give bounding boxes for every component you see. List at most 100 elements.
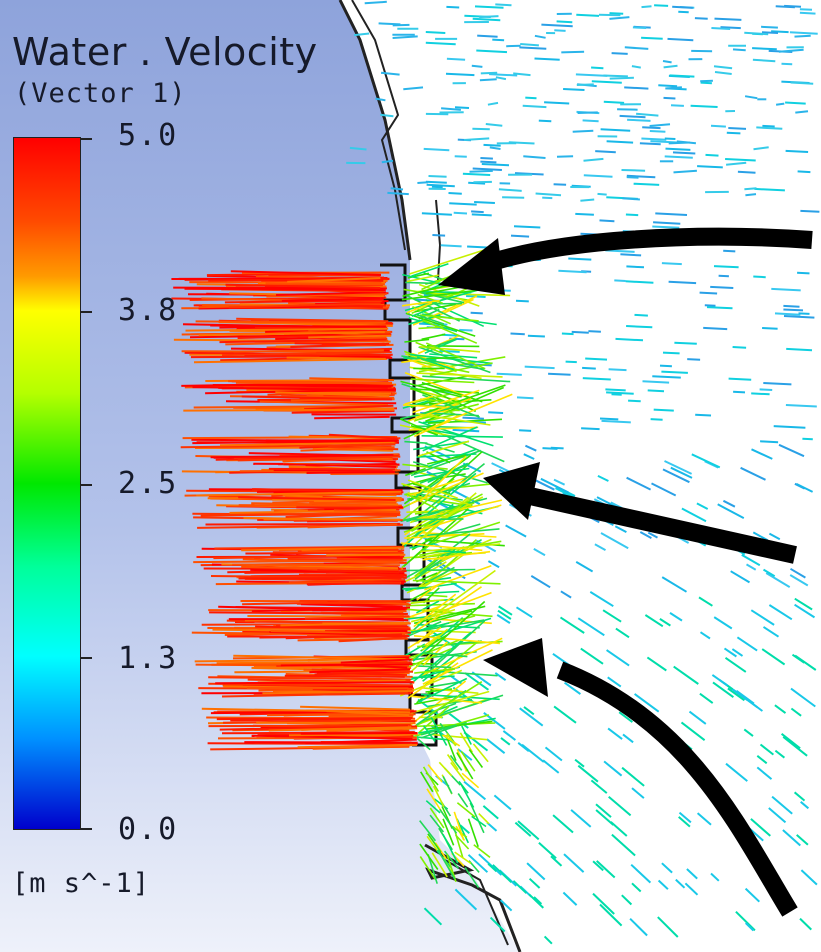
flow-vector — [614, 279, 626, 282]
flow-vector — [782, 736, 808, 757]
flow-vector — [632, 26, 647, 29]
flow-vector — [672, 151, 696, 155]
flow-vector — [744, 95, 758, 100]
flow-vector — [428, 733, 488, 741]
flow-vector — [544, 101, 570, 105]
flow-vector — [626, 265, 645, 269]
flow-vector — [429, 680, 462, 688]
flow-vector — [418, 705, 450, 734]
flow-vector — [470, 311, 483, 315]
flow-vector — [794, 654, 817, 671]
velocity-jet — [309, 668, 411, 674]
velocity-jet — [266, 293, 387, 298]
flow-vector — [404, 648, 452, 670]
flow-vector — [625, 213, 639, 217]
flow-vector — [620, 253, 642, 257]
flow-vector — [641, 137, 667, 141]
flow-vector — [489, 73, 518, 77]
flow-vector — [375, 97, 386, 102]
flow-vector — [463, 780, 487, 801]
flow-vector — [774, 704, 787, 714]
flow-vector — [750, 609, 775, 626]
flow-vector — [419, 608, 456, 622]
flow-vector — [458, 780, 469, 794]
wall-boundary — [338, 0, 412, 261]
flow-vector — [698, 596, 713, 607]
flow-vector — [471, 210, 484, 214]
flow-vector — [502, 196, 525, 199]
flow-vector — [562, 891, 578, 906]
flow-vector — [605, 388, 626, 392]
flow-vector — [412, 389, 480, 414]
flow-vector — [472, 127, 490, 131]
velocity-jet — [251, 734, 413, 740]
velocity-jet — [253, 665, 411, 669]
flow-vector — [409, 353, 493, 365]
flow-vector — [454, 888, 478, 911]
velocity-jet — [238, 504, 395, 508]
flow-vector — [449, 202, 477, 206]
flow-vector — [763, 382, 792, 386]
flow-vector — [548, 372, 571, 376]
flow-vector — [512, 880, 528, 894]
flow-vector — [401, 358, 422, 364]
velocity-jet — [180, 443, 396, 449]
flow-vector — [600, 532, 629, 550]
flow-vector — [482, 805, 499, 820]
velocity-jet — [287, 277, 381, 283]
flow-vector — [426, 835, 438, 851]
flow-vector — [597, 192, 607, 196]
velocity-jet — [268, 726, 412, 732]
flow-vector — [626, 176, 639, 179]
flow-vector — [631, 65, 641, 69]
flow-vector — [793, 791, 806, 802]
flow-vector — [413, 605, 486, 625]
flow-vector — [406, 274, 439, 283]
flow-vector — [410, 378, 475, 384]
flow-vector — [420, 637, 503, 677]
flow-vector — [409, 631, 472, 686]
flow-vector — [634, 693, 660, 713]
flow-vector — [574, 758, 585, 768]
flow-vector — [405, 605, 441, 619]
flow-vector — [752, 58, 776, 63]
flow-vector — [417, 440, 470, 457]
flow-vector — [550, 446, 564, 450]
flow-vector — [621, 169, 646, 172]
velocity-jet — [195, 320, 385, 324]
velocity-jet — [304, 615, 409, 620]
flow-vector — [440, 244, 462, 248]
flow-vector — [480, 160, 497, 164]
flow-vector — [421, 640, 482, 648]
flow-vector — [456, 802, 476, 818]
flow-vector — [723, 647, 737, 658]
flow-vector — [625, 280, 654, 284]
flow-vector — [528, 893, 544, 909]
flow-vector — [480, 71, 498, 75]
velocity-jet — [236, 317, 389, 323]
flow-vector — [771, 795, 793, 815]
flow-vector — [628, 399, 641, 403]
flow-vector — [407, 397, 472, 422]
velocity-jet — [192, 439, 399, 445]
flow-vector — [443, 850, 460, 869]
flow-vector — [424, 442, 455, 453]
velocity-jet — [326, 553, 406, 557]
velocity-jet — [221, 351, 392, 357]
flow-vector — [411, 493, 483, 533]
velocity-jet — [308, 334, 392, 339]
flow-vector — [415, 412, 491, 426]
flow-vector — [404, 338, 430, 343]
flow-vector — [736, 636, 758, 652]
velocity-jet — [312, 390, 395, 393]
flow-vector — [426, 451, 451, 464]
flow-vector — [556, 20, 573, 24]
flow-vector — [590, 779, 608, 794]
flow-vector — [422, 426, 478, 452]
flow-vector — [505, 524, 527, 538]
flow-vector — [575, 73, 608, 77]
flow-vector — [469, 169, 493, 173]
flow-vector — [406, 588, 432, 603]
velocity-jet — [326, 727, 418, 732]
flow-vector — [453, 811, 465, 841]
